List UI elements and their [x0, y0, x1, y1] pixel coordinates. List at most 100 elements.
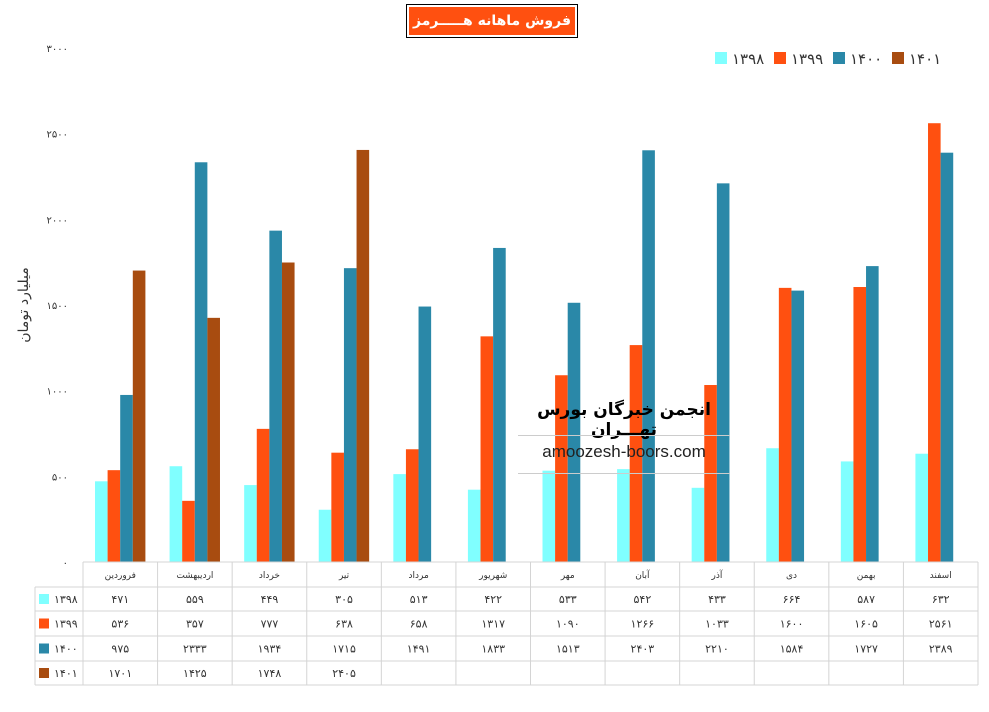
bar-۱۳۹۸-10 [840, 461, 854, 562]
x-tick-label: شهریور [478, 571, 507, 581]
bar-۱۴۰۰-0 [120, 394, 133, 562]
table-series-label: ۱۴۰۱ [54, 667, 78, 680]
table-cell: ۷۷۷ [261, 618, 279, 631]
table-cell: ۵۳۳ [559, 593, 577, 606]
table-cell: ۲۴۰۵ [332, 667, 356, 680]
table-cell: ۵۴۲ [634, 593, 652, 606]
table-legend-swatch [39, 594, 49, 604]
bar-۱۳۹۹-10 [853, 287, 867, 562]
table-cell: ۱۵۸۴ [780, 643, 804, 656]
bar-۱۴۰۰-2 [269, 230, 282, 562]
table-cell: ۲۵۶۱ [929, 618, 953, 631]
x-tick-label: خرداد [259, 571, 280, 581]
table-series-label: ۱۳۹۸ [54, 593, 78, 606]
bar-۱۳۹۹-5 [480, 336, 494, 562]
bar-۱۴۰۰-4 [418, 306, 432, 562]
legend-label: ۱۳۹۹ [791, 50, 823, 68]
chart-title-text: فروش ماهانه هـــــرمز [409, 7, 575, 35]
x-tick-label: تیر [338, 571, 350, 581]
bar-۱۴۰۱-0 [132, 270, 146, 562]
bar-۱۴۰۱-1 [207, 317, 220, 562]
y-tick-label: ۰ [63, 558, 68, 569]
table-cell: ۱۰۹۰ [556, 618, 580, 631]
table-series-label: ۱۳۹۹ [54, 618, 78, 631]
legend-swatch [833, 52, 845, 64]
x-tick-label: مرداد [408, 571, 428, 581]
table-cell: ۲۳۸۹ [929, 643, 953, 656]
x-tick-label: مهر [560, 571, 575, 581]
table-cell: ۱۷۱۵ [332, 643, 356, 656]
y-tick-label: ۱۰۰۰ [47, 387, 68, 398]
table-cell: ۱۶۰۵ [854, 618, 878, 631]
table-legend-swatch [39, 643, 49, 654]
bar-۱۴۰۰-3 [343, 268, 357, 562]
bar-۱۳۹۸-7 [617, 469, 630, 562]
table-cell: ۵۱۳ [410, 593, 428, 606]
bar-۱۳۹۸-6 [542, 470, 556, 562]
table-cell: ۱۵۱۳ [556, 643, 580, 656]
table-cell: ۵۳۶ [111, 618, 129, 631]
table-cell: ۴۲۲ [484, 593, 502, 606]
bar-۱۴۰۰-6 [567, 302, 581, 562]
table-cell: ۲۳۳۳ [183, 643, 207, 656]
x-tick-label: آبان [635, 569, 650, 581]
bar-۱۴۰۱-2 [281, 262, 295, 562]
y-tick-label: ۲۵۰۰ [47, 130, 68, 141]
table-legend-swatch [39, 618, 49, 629]
table-cell: ۱۴۹۱ [407, 643, 431, 656]
watermark-divider [518, 435, 730, 436]
bar-۱۳۹۸-2 [244, 485, 257, 562]
x-tick-label: اسفند [930, 571, 952, 581]
bar-۱۳۹۹-9 [778, 287, 792, 562]
table-cell: ۱۲۶۶ [631, 618, 655, 631]
bar-۱۳۹۸-9 [766, 448, 779, 562]
table-cell: ۵۸۷ [857, 593, 875, 606]
table-cell: ۱۷۲۷ [854, 643, 878, 656]
table-cell: ۱۶۰۰ [780, 618, 804, 631]
table-cell: ۱۴۲۵ [183, 667, 207, 680]
table-cell: ۳۰۵ [335, 593, 353, 606]
legend-swatch [715, 52, 727, 64]
table-cell: ۳۵۷ [186, 618, 204, 631]
bar-۱۴۰۰-1 [194, 162, 208, 562]
bar-۱۳۹۸-4 [393, 474, 406, 562]
bar-۱۴۰۱-3 [356, 149, 370, 562]
x-tick-label: اردیبهشت [176, 571, 213, 581]
table-cell: ۶۶۴ [783, 593, 801, 606]
y-tick-label: ۲۰۰۰ [47, 215, 68, 226]
table-cell: ۱۷۰۱ [108, 667, 132, 680]
legend-label: ۱۴۰۰ [850, 50, 882, 68]
bar-۱۳۹۹-2 [256, 428, 270, 562]
table-cell: ۹۷۵ [111, 643, 129, 656]
table-cell: ۱۳۱۷ [481, 618, 505, 631]
table-cell: ۲۴۰۳ [631, 643, 655, 656]
table-cell: ۱۷۴۸ [258, 667, 282, 680]
bar-۱۴۰۰-7 [642, 150, 655, 562]
y-axis-label: میلیارد تومان [16, 267, 32, 342]
bar-۱۳۹۹-7 [629, 345, 643, 562]
table-cell: ۲۲۱۰ [705, 643, 729, 656]
table-legend-swatch [39, 668, 49, 678]
table-cell: ۴۳۳ [708, 593, 726, 606]
table-cell: ۴۴۹ [261, 593, 279, 606]
legend-label: ۱۳۹۸ [732, 50, 764, 68]
table-cell: ۶۳۲ [932, 593, 950, 606]
bar-۱۳۹۹-0 [107, 470, 121, 562]
bar-۱۴۰۰-5 [493, 247, 506, 563]
bar-۱۳۹۹-11 [928, 123, 941, 562]
x-tick-label: آذر [711, 569, 723, 581]
bar-۱۳۹۸-11 [915, 453, 929, 562]
table-cell: ۶۵۸ [410, 618, 428, 631]
bar-۱۳۹۸-3 [318, 509, 332, 562]
chart-title: فروش ماهانه هـــــرمز [406, 4, 578, 38]
legend-label: ۱۴۰۱ [909, 50, 941, 68]
y-tick-label: ۵۰۰ [52, 472, 68, 483]
legend-swatch [774, 52, 786, 64]
bar-۱۳۹۹-3 [331, 452, 344, 562]
bar-۱۳۹۹-4 [405, 449, 419, 562]
bar-۱۳۹۹-1 [182, 500, 195, 562]
bar-۱۳۹۸-0 [95, 481, 108, 562]
bar-۱۳۹۹-6 [555, 375, 568, 562]
bar-۱۴۰۰-10 [866, 266, 879, 562]
